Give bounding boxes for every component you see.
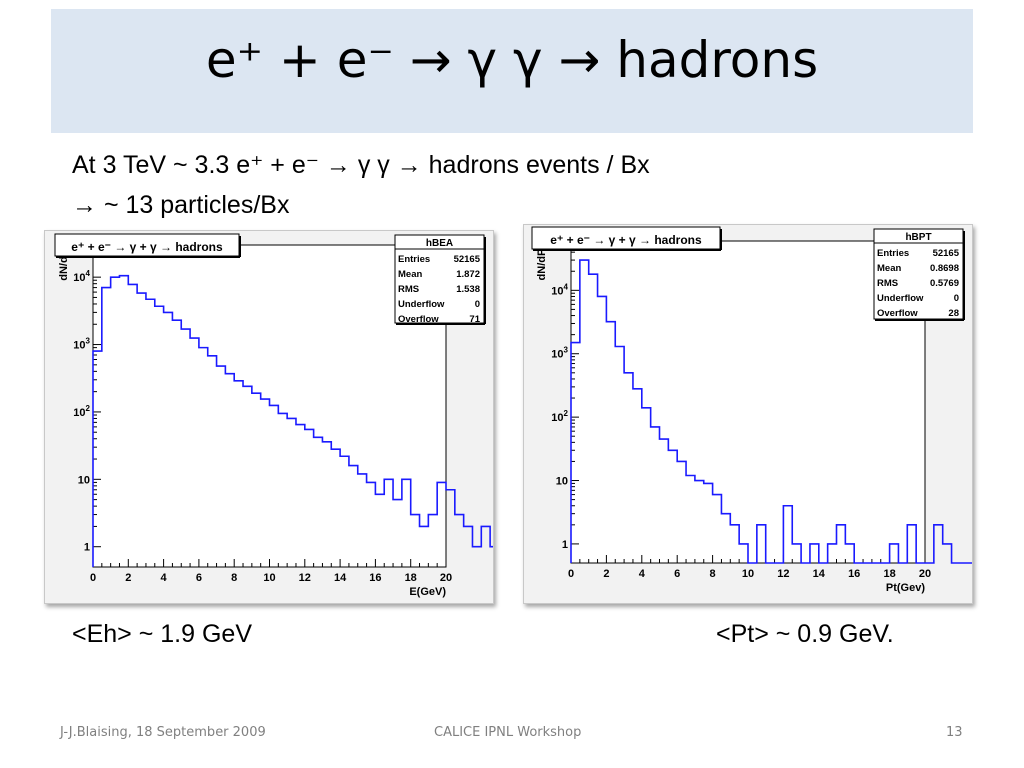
x-tick-label: 2 <box>603 568 609 580</box>
stats-box <box>873 228 964 320</box>
intro-line-1: At 3 TeV ~ 3.3 e⁺ + e⁻ → γ γ → hadrons e… <box>72 151 650 179</box>
x-tick-label: 2 <box>125 572 131 584</box>
x-tick-label: 12 <box>299 572 311 584</box>
title-band: e⁺ + e⁻ → γ γ → hadrons <box>51 9 973 133</box>
stats-value: 52165 <box>454 254 481 265</box>
stats-label: Entries <box>877 248 909 259</box>
x-tick-label: 6 <box>196 572 202 584</box>
footer-page-number: 13 <box>946 725 963 740</box>
y-axis-label: dN/dPt <box>536 245 548 281</box>
x-axis-label: Pt(Gev) <box>886 582 925 594</box>
energy-histogram-panel: 0 2 4 6 8 10 12 14 16 18 20 1 10 102 103 104 E(GeV) dN/dE… <box>44 230 494 604</box>
y-tick-label: 1 <box>84 542 90 554</box>
slide-title: e⁺ + e⁻ → γ γ → hadrons <box>205 31 819 89</box>
mean-energy-text: <Eh> ~ 1.9 GeV <box>72 620 252 648</box>
x-tick-label: 18 <box>883 568 895 580</box>
x-tick-label: 0 <box>90 572 96 584</box>
stats-label: Mean <box>398 269 422 280</box>
footer-author: J-J.Blaising, 18 September 2009 <box>60 725 266 740</box>
stats-name: hBPT <box>905 232 931 243</box>
energy-histogram: 0 2 4 6 8 10 12 14 16 18 20110102103104E(GeV)dN/dE… <box>45 231 493 603</box>
x-tick-label: 14 <box>813 568 826 580</box>
stats-value: 0.8698 <box>930 263 959 274</box>
y-tick-label: 102 <box>551 409 568 424</box>
y-tick-label: 1 <box>562 539 568 551</box>
stats-value: 0.5769 <box>930 278 959 289</box>
stats-label: Underflow <box>877 293 924 304</box>
stats-label: RMS <box>398 284 419 295</box>
x-tick-label: 10 <box>742 568 754 580</box>
stats-label: Underflow <box>398 299 445 310</box>
x-tick-label: 20 <box>440 572 452 584</box>
stats-value: 28 <box>948 308 959 319</box>
histogram-line <box>92 274 493 567</box>
x-tick-label: 4 <box>639 568 646 580</box>
stats-label: Mean <box>877 263 901 274</box>
y-tick-label: 10 <box>556 476 568 488</box>
x-tick-label: 20 <box>919 568 931 580</box>
histogram-line <box>570 259 972 564</box>
stats-value: 1.538 <box>456 284 480 295</box>
x-tick-label: 16 <box>848 568 860 580</box>
stats-value: 0 <box>954 293 959 304</box>
pt-histogram: 0 2 4 6 8 10 12 14 16 18 20 1 10 102 103 104 Pt(Gev) dN/d… <box>524 225 972 603</box>
stats-name: hBEA <box>426 238 453 249</box>
pt-histogram-panel: 0 2 4 6 8 10 12 14 16 18 20 1 10 102 103 104 Pt(Gev) dN/d… <box>523 224 973 604</box>
x-tick-label: 18 <box>405 572 417 584</box>
plot-frame <box>570 240 926 564</box>
x-tick-label: 8 <box>710 568 716 580</box>
chart-title: e⁺ + e⁻ → γ + γ → hadrons <box>550 233 702 247</box>
x-tick-label: 16 <box>369 572 381 584</box>
stats-value: 1.872 <box>456 269 480 280</box>
mean-pt-text: <Pt> ~ 0.9 GeV. <box>716 620 894 648</box>
stats-label: Entries <box>398 254 430 265</box>
y-tick-label: 104 <box>551 282 568 297</box>
x-tick-label: 4 <box>161 572 168 584</box>
y-tick-label: 102 <box>73 404 90 419</box>
footer-event: CALICE IPNL Workshop <box>434 725 582 740</box>
x-tick-label: 10 <box>263 572 275 584</box>
y-tick-label: 103 <box>73 337 90 352</box>
stats-value: 52165 <box>933 248 960 259</box>
x-tick-label: 0 <box>568 568 574 580</box>
stats-label: Overflow <box>877 308 918 319</box>
y-tick-label: 103 <box>551 346 568 361</box>
x-tick-label: 6 <box>674 568 680 580</box>
x-axis-label: E(GeV) <box>409 586 446 598</box>
x-tick-label: 8 <box>231 572 237 584</box>
y-tick-label: 104 <box>73 269 90 284</box>
x-tick-label: 14 <box>334 572 347 584</box>
stats-label: RMS <box>877 278 898 289</box>
intro-line-2: → ~ 13 particles/Bx <box>72 191 290 219</box>
stats-value: 71 <box>469 314 480 325</box>
stats-label: Overflow <box>398 314 439 325</box>
stats-value: 0 <box>475 299 480 310</box>
chart-title: e⁺ + e⁻ → γ + γ → hadrons <box>71 240 223 254</box>
x-tick-label: 12 <box>777 568 789 580</box>
y-tick-label: 10 <box>78 474 90 486</box>
